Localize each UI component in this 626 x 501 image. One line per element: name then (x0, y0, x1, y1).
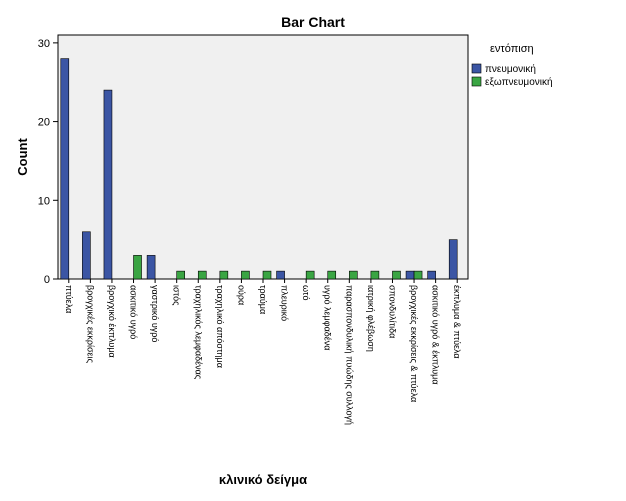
bar (427, 270, 436, 280)
legend-label: εξωπνευμονική (485, 76, 553, 88)
plot-area (57, 34, 469, 280)
x-tick-label: ιατρική φλέβωση (366, 285, 376, 352)
x-tick-label: ωτό (301, 285, 311, 300)
chart-title: Bar Chart (281, 14, 345, 30)
y-tick-label: 0 (44, 274, 50, 286)
x-tick-label: πτύελα (64, 285, 74, 313)
bar (219, 270, 229, 280)
bar (103, 89, 113, 280)
legend-swatch (471, 76, 482, 87)
x-tick-label: ιστός (172, 285, 182, 306)
x-tick-label: ούρα (236, 285, 246, 305)
x-tick-label: παρασπονδυλική πυώδης συλλογή (344, 285, 354, 425)
legend-label: πνευμονική (485, 63, 536, 75)
bar (370, 270, 380, 280)
x-tick-labels: πτύελα βρογχικές εκκρίσεις βρογχικό έκπλυμ… (64, 279, 462, 425)
y-tick-label: 10 (38, 195, 50, 207)
y-tick-label: 20 (38, 117, 50, 129)
y-tick-label: 30 (38, 38, 50, 50)
y-axis: 0 10 20 30 (38, 38, 58, 286)
bar (405, 270, 415, 280)
x-tick-label: ασκιτικό υγρό & έκπλυμα (431, 285, 441, 385)
legend-swatch (471, 63, 482, 74)
x-tick-label: σπονδυλίτιδα (387, 285, 397, 338)
bar (241, 270, 250, 280)
x-tick-label: βρογχικό έκπλυμα (107, 285, 117, 358)
bar (133, 255, 142, 280)
legend-title: εντόπιση (490, 43, 534, 55)
bar (197, 270, 207, 280)
y-axis-label: Count (15, 138, 30, 176)
bar (176, 270, 185, 280)
bar (305, 270, 315, 280)
x-tick-label: υγρό λεμφαδένα (323, 285, 333, 351)
bar (60, 58, 70, 280)
bar (392, 270, 401, 280)
x-tick-label: ασκιτικό υγρό (129, 285, 139, 339)
x-tick-label: τραχηλικός λεμφαδένας (193, 285, 203, 380)
x-axis-label: κλινικό δείγμα (219, 472, 307, 487)
bars (60, 58, 458, 280)
bar (448, 239, 458, 280)
x-tick-label: τραχηλικό απόστημα (215, 285, 225, 368)
bar (146, 255, 156, 280)
bar (413, 270, 423, 280)
x-tick-label: βρογχικές εκκρίσεις (85, 285, 95, 364)
x-tick-label: τραύμα (258, 285, 268, 314)
bar (82, 231, 91, 280)
x-tick-label: γαστρικό υγρό (150, 285, 160, 342)
x-tick-label: πλευρικό (280, 285, 290, 321)
bar (276, 270, 285, 280)
x-tick-label: έκπλυμα & πτύελα (452, 285, 462, 359)
bar (349, 270, 358, 280)
x-tick-label: βρογχικές εκκρίσεις & πτύελα (409, 285, 419, 402)
bar (262, 270, 272, 280)
bar (327, 270, 337, 280)
